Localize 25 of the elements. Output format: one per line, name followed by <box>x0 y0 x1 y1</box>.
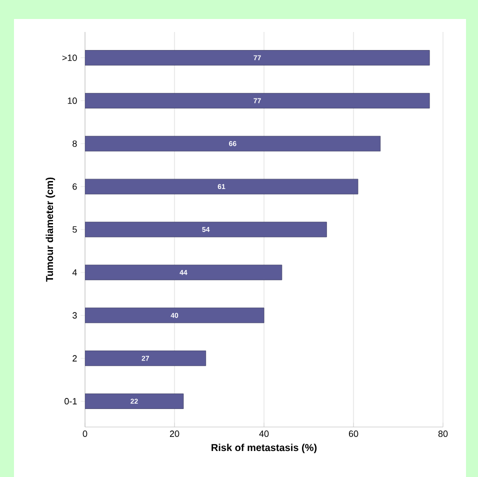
bar <box>85 93 430 108</box>
x-tick-label: 0 <box>82 430 88 437</box>
y-tick-label: 10 <box>68 98 77 104</box>
bar <box>85 394 184 409</box>
y-axis-title: Tumour diameter (cm) <box>46 178 56 282</box>
y-tick-label: 0-1 <box>64 398 77 404</box>
y-tick-label: 5 <box>72 226 77 233</box>
bar <box>85 350 206 366</box>
bar <box>85 136 381 152</box>
y-tick-label: 3 <box>72 312 77 319</box>
y-tick-label: 4 <box>72 269 77 276</box>
bar <box>85 178 358 194</box>
bar <box>85 50 430 66</box>
x-axis-title: Risk of metastasis (%) <box>212 444 317 454</box>
x-tick-label: 40 <box>259 430 269 437</box>
y-tick-label: 2 <box>72 355 77 362</box>
x-tick-label: 80 <box>438 430 448 437</box>
y-tick-label: >10 <box>62 54 77 61</box>
bar <box>85 222 327 238</box>
y-tick-label: 6 <box>72 183 77 190</box>
x-tick-label: 20 <box>170 430 180 437</box>
bar <box>85 308 264 324</box>
y-tick-label: 8 <box>72 140 77 147</box>
bar <box>85 264 282 280</box>
x-tick-label: 60 <box>348 430 358 437</box>
